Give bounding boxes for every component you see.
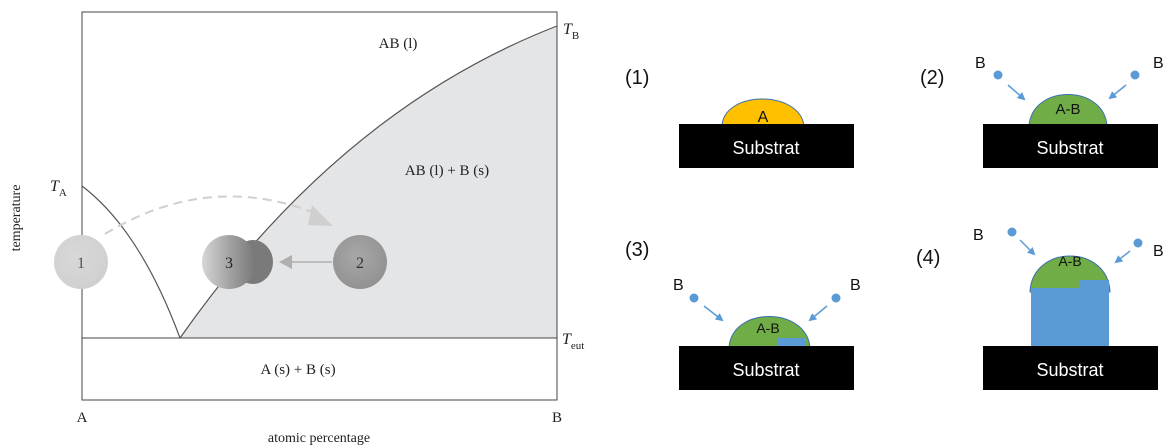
step-4-droplet-label: A-B: [1058, 253, 1081, 269]
droplet-1: [54, 235, 108, 289]
dashed-path-arrow: [104, 195, 321, 235]
atom-b-left-4: [1007, 227, 1017, 237]
x-left-label: A: [77, 410, 88, 426]
flux-arrow-right-3: [808, 305, 828, 322]
tb-label: TB: [563, 21, 579, 42]
substrate-1-label: Substrat: [732, 138, 799, 158]
flux-arrow-right: [1108, 84, 1127, 100]
liquid-solid-region-label: AB (l) + B (s): [405, 163, 489, 179]
substrate-1: [679, 124, 854, 168]
flux-arrow-left: [1007, 84, 1026, 101]
atom-b-right: [1130, 70, 1140, 80]
step-3-source-right: B: [850, 277, 861, 294]
atom-b-left-3: [689, 293, 699, 303]
substrate-3: [679, 346, 854, 390]
teut-label: Teut: [562, 331, 584, 352]
x-right-label: B: [552, 410, 562, 426]
step-4-source-right: B: [1153, 243, 1164, 260]
step-2-droplet-label: A-B: [1055, 101, 1080, 118]
flux-arrow-left-4: [1019, 239, 1036, 256]
substrate-2-label: Substrat: [1036, 138, 1103, 158]
x-axis-label: atomic percentage: [268, 431, 370, 446]
liquid-solid-region: [180, 26, 557, 338]
droplet-2-label: 2: [356, 255, 364, 272]
atom-b-left: [993, 70, 1003, 80]
solid-region-label: A (s) + B (s): [260, 362, 335, 378]
liquid-region-label: AB (l): [379, 36, 418, 52]
droplet-a-gold: [721, 98, 805, 127]
step-4-source-left: B: [973, 227, 984, 244]
step-4: (4) B B A-B Substrat: [916, 227, 1164, 390]
atom-b-right-3: [831, 293, 841, 303]
substrate-2: [983, 124, 1158, 168]
ta-label: TA: [50, 178, 67, 199]
phase-diagram: 1 2 3 AB (l) AB (l) + B (s) A (s) + B (s…: [9, 11, 584, 446]
step-2: (2) B B A-B Substrat: [920, 55, 1164, 168]
crystal-pillar: [1031, 280, 1109, 346]
substrate-4-label: Substrat: [1036, 360, 1103, 380]
step-1-droplet-label: A: [758, 109, 769, 126]
plot-frame: [81, 11, 558, 401]
crystal-nucleus: [778, 338, 805, 348]
step-3-source-left: B: [673, 277, 684, 294]
droplet-ab-green: [1028, 94, 1108, 127]
droplet-1-label: 1: [77, 255, 85, 272]
flux-arrow-right-4: [1114, 250, 1131, 264]
flux-arrow-left-3: [703, 305, 724, 322]
step-2-source-right: B: [1153, 55, 1164, 72]
liquidus-a-curve: [81, 185, 181, 339]
step-2-source-left: B: [975, 55, 986, 72]
droplet-3-label: 3: [225, 255, 233, 272]
step-1-number: (1): [625, 67, 649, 89]
cooling-arrow-head: [279, 255, 292, 269]
step-2-number: (2): [920, 67, 944, 89]
step-1: (1) A Substrat: [625, 67, 854, 168]
droplet-2: [333, 235, 387, 289]
droplet-3: [202, 235, 256, 289]
dashed-arrow-head: [308, 205, 333, 226]
substrate-3-label: Substrat: [732, 360, 799, 380]
step-3: (3) B B A-B Substrat: [625, 239, 861, 390]
step-3-droplet-label: A-B: [756, 320, 779, 336]
step-3-number: (3): [625, 239, 649, 261]
y-axis-label: temperature: [9, 185, 24, 252]
step-4-number: (4): [916, 247, 940, 269]
atom-b-right-4: [1133, 238, 1143, 248]
substrate-4: [983, 346, 1158, 390]
